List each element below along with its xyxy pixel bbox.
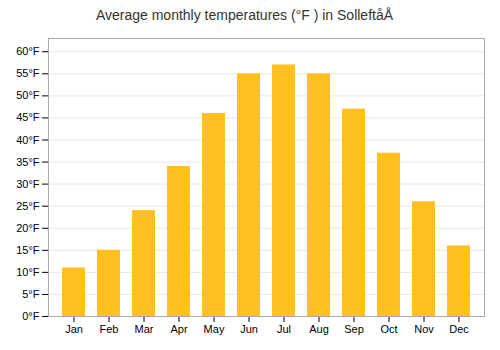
- svg-text:55°F: 55°F: [16, 67, 40, 79]
- svg-text:Sep: Sep: [344, 323, 364, 335]
- svg-text:20°F: 20°F: [16, 222, 40, 234]
- svg-text:Aug: Aug: [309, 323, 329, 335]
- svg-text:Oct: Oct: [380, 323, 397, 335]
- svg-text:60°F: 60°F: [16, 45, 40, 57]
- svg-text:45°F: 45°F: [16, 111, 40, 123]
- svg-text:40°F: 40°F: [16, 134, 40, 146]
- svg-text:10°F: 10°F: [16, 266, 40, 278]
- svg-text:Feb: Feb: [100, 323, 119, 335]
- svg-text:30°F: 30°F: [16, 178, 40, 190]
- svg-text:Jul: Jul: [277, 323, 291, 335]
- svg-text:15°F: 15°F: [16, 244, 40, 256]
- svg-text:Mar: Mar: [135, 323, 154, 335]
- svg-text:May: May: [204, 323, 225, 335]
- svg-text:Dec: Dec: [449, 323, 469, 335]
- svg-text:25°F: 25°F: [16, 200, 40, 212]
- svg-text:35°F: 35°F: [16, 156, 40, 168]
- svg-text:Nov: Nov: [414, 323, 434, 335]
- svg-text:Apr: Apr: [170, 323, 187, 335]
- svg-text:Jan: Jan: [65, 323, 83, 335]
- html-text:Average monthly temperatures (: Average monthly temperatures (°F ) in So…: [95, 7, 405, 23]
- svg-text:0°F: 0°F: [22, 310, 40, 322]
- svg-text:50°F: 50°F: [16, 89, 40, 101]
- svg-text:5°F: 5°F: [22, 288, 40, 300]
- svg-text:Jun: Jun: [240, 323, 258, 335]
